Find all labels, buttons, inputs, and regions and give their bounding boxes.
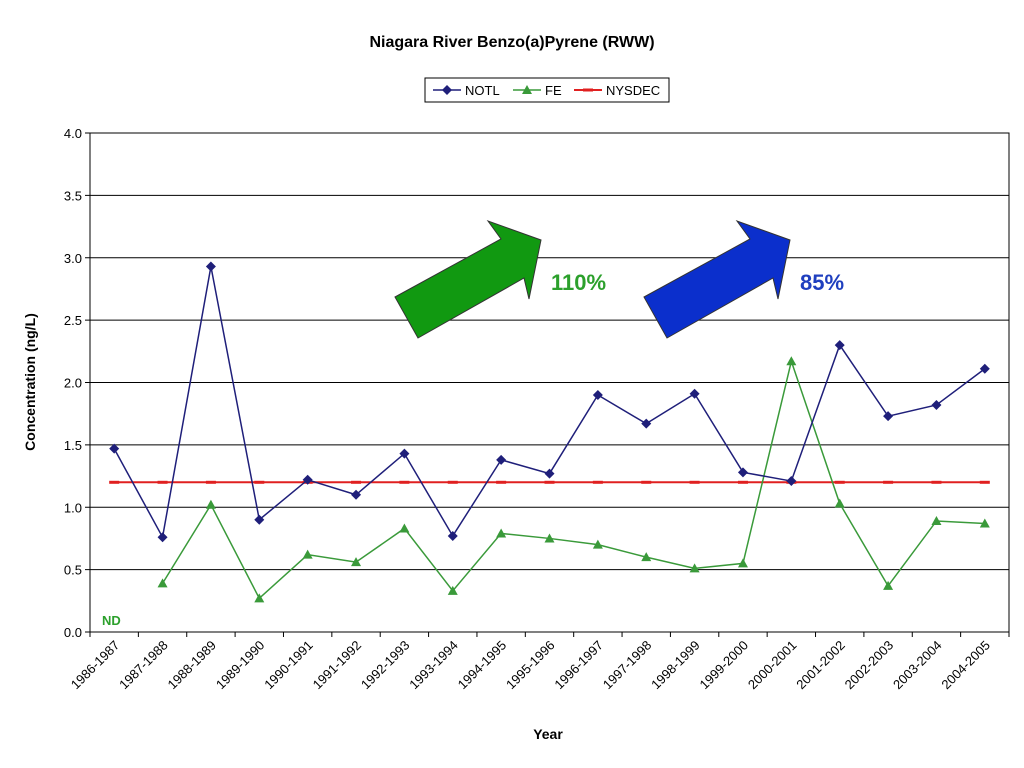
data-point	[737, 467, 748, 478]
data-point	[883, 411, 894, 422]
increase-arrow-green	[394, 219, 542, 339]
y-tick-label: 3.0	[64, 251, 82, 266]
data-point	[447, 530, 458, 541]
data-point	[737, 558, 748, 568]
x-tick-label: 1996-1997	[551, 638, 606, 693]
y-axis-ticks: 0.0 0.5 1.0 1.5 2.0 2.5 3.0 3.5 4.0	[64, 126, 90, 640]
data-point	[883, 580, 894, 590]
data-point	[399, 448, 410, 459]
gridlines	[90, 194, 1009, 571]
y-tick-label: 1.0	[64, 500, 82, 515]
series-layer	[109, 261, 990, 603]
data-point	[544, 533, 555, 543]
y-tick-label: 0.5	[64, 563, 82, 578]
x-tick-label: 1998-1999	[648, 638, 703, 693]
x-tick-label: 1989-1990	[213, 638, 268, 693]
data-point	[592, 389, 603, 400]
x-tick-label: 1994-1995	[455, 638, 510, 693]
series-fe	[157, 356, 990, 603]
data-point	[786, 476, 797, 487]
increase-arrow-blue	[643, 219, 791, 339]
legend-box	[424, 77, 670, 103]
y-axis-label: Concentration (ng/L)	[22, 313, 38, 451]
data-point	[592, 539, 603, 549]
x-axis-label: Year	[533, 726, 563, 742]
data-point	[834, 340, 845, 351]
annotation-85-percent: 85%	[800, 270, 844, 295]
x-axis-ticks: 1986-19871987-19881988-19891989-19901990…	[68, 632, 1010, 693]
x-tick-label: 1999-2000	[697, 638, 752, 693]
x-tick-label: 2001-2002	[793, 638, 848, 693]
data-point	[931, 399, 942, 410]
chart-title: Niagara River Benzo(a)Pyrene (RWW)	[369, 34, 654, 51]
data-point	[254, 514, 265, 525]
data-point	[979, 518, 990, 528]
legend-marker	[442, 85, 452, 95]
data-point	[254, 593, 265, 603]
x-tick-label: 1995-1996	[503, 638, 558, 693]
data-point	[979, 363, 990, 374]
data-point	[205, 261, 216, 272]
annotation-nd: ND	[102, 613, 121, 628]
data-point	[399, 523, 410, 533]
data-point	[351, 557, 362, 567]
data-point	[302, 549, 313, 559]
x-tick-label: 2004-2005	[938, 638, 993, 693]
y-tick-label: 2.0	[64, 376, 82, 391]
legend-label-notl: NOTL	[465, 83, 500, 98]
y-tick-label: 0.0	[64, 625, 82, 640]
x-tick-label: 1992-1993	[358, 638, 413, 693]
legend: NOTL FE NYSDEC	[424, 77, 670, 103]
y-tick-label: 4.0	[64, 126, 82, 141]
data-point	[641, 418, 652, 429]
series-line	[161, 358, 985, 600]
x-tick-label: 1991-1992	[310, 638, 365, 693]
data-point	[302, 474, 313, 485]
x-tick-label: 2000-2001	[745, 638, 800, 693]
data-point	[689, 563, 700, 573]
data-point	[157, 578, 168, 588]
x-tick-label: 2003-2004	[890, 638, 945, 693]
annotation-110-percent: 110%	[551, 270, 606, 295]
data-point	[351, 489, 362, 500]
data-point	[641, 552, 652, 562]
x-tick-label: 1993-1994	[406, 638, 461, 693]
x-tick-label: 1990-1991	[261, 638, 316, 693]
y-tick-label: 2.5	[64, 313, 82, 328]
legend-marker	[522, 85, 532, 94]
x-tick-label: 1997-1998	[600, 638, 655, 693]
data-point	[205, 499, 216, 509]
x-tick-label: 2002-2003	[842, 638, 897, 693]
series-notl	[109, 261, 990, 543]
data-point	[834, 498, 845, 508]
x-tick-label: 1988-1989	[164, 638, 219, 693]
data-point	[496, 454, 507, 465]
y-tick-label: 3.5	[64, 188, 82, 203]
y-tick-label: 1.5	[64, 438, 82, 453]
data-point	[689, 388, 700, 399]
data-point	[496, 528, 507, 538]
x-tick-label: 1986-1987	[68, 638, 123, 693]
series-line	[113, 266, 986, 540]
data-point	[109, 443, 120, 454]
data-point	[447, 585, 458, 595]
legend-label-nysdec: NYSDEC	[606, 83, 660, 98]
data-point	[544, 468, 555, 479]
legend-label-fe: FE	[545, 83, 562, 98]
data-point	[157, 532, 168, 543]
x-tick-label: 1987-1988	[116, 638, 171, 693]
data-point	[786, 356, 797, 366]
data-point	[931, 515, 942, 525]
